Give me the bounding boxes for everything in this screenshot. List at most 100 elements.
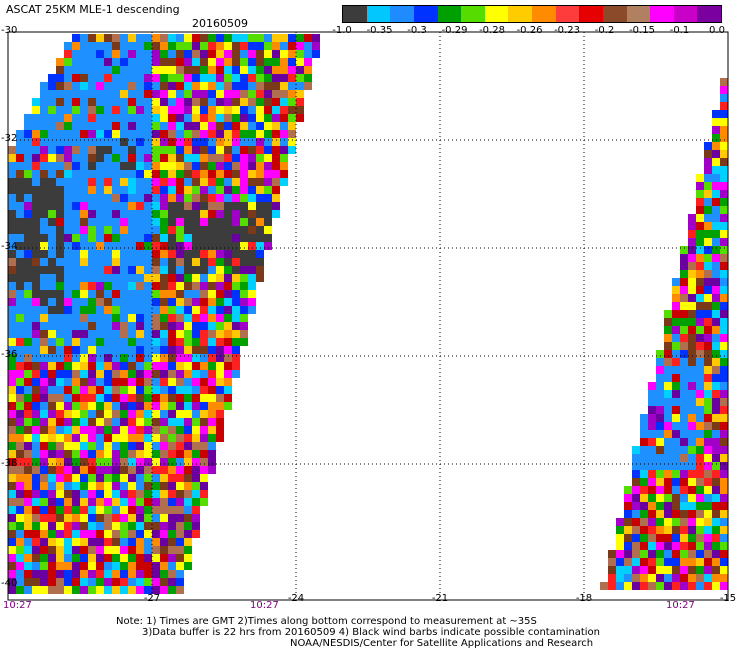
data-cell: [168, 58, 176, 66]
data-cell: [160, 282, 168, 290]
data-cell: [72, 202, 80, 210]
data-cell: [184, 498, 192, 506]
data-cell: [224, 274, 232, 282]
data-cell: [240, 42, 248, 50]
data-cell: [664, 422, 672, 430]
data-cell: [224, 322, 232, 330]
data-cell: [168, 266, 176, 274]
data-cell: [24, 258, 32, 266]
data-cell: [136, 338, 144, 346]
data-cell: [120, 42, 128, 50]
data-cell: [128, 186, 136, 194]
data-cell: [24, 530, 32, 538]
data-cell: [56, 130, 64, 138]
data-cell: [696, 454, 704, 462]
data-cell: [152, 570, 160, 578]
data-cell: [184, 290, 192, 298]
data-cell: [208, 242, 216, 250]
data-cell: [112, 386, 120, 394]
data-cell: [224, 154, 232, 162]
data-cell: [688, 438, 696, 446]
data-cell: [144, 450, 152, 458]
data-cell: [184, 178, 192, 186]
data-cell: [248, 274, 256, 282]
data-cell: [720, 574, 728, 582]
data-cell: [168, 586, 176, 594]
data-cell: [168, 90, 176, 98]
data-cell: [648, 494, 656, 502]
data-cell: [256, 258, 264, 266]
data-cell: [8, 146, 16, 154]
data-cell: [88, 466, 96, 474]
data-cell: [160, 370, 168, 378]
data-cell: [232, 82, 240, 90]
data-cell: [160, 402, 168, 410]
data-cell: [656, 454, 664, 462]
data-cell: [704, 438, 712, 446]
data-cell: [272, 162, 280, 170]
data-cell: [232, 34, 240, 42]
data-cell: [80, 242, 88, 250]
data-cell: [32, 106, 40, 114]
data-cell: [144, 186, 152, 194]
data-cell: [144, 58, 152, 66]
data-cell: [88, 554, 96, 562]
data-cell: [712, 510, 720, 518]
data-cell: [168, 554, 176, 562]
data-cell: [680, 566, 688, 574]
data-cell: [248, 306, 256, 314]
data-cell: [112, 74, 120, 82]
data-cell: [632, 574, 640, 582]
data-cell: [72, 466, 80, 474]
data-cell: [192, 162, 200, 170]
data-cell: [104, 146, 112, 154]
data-cell: [72, 586, 80, 594]
data-cell: [224, 34, 232, 42]
data-cell: [712, 366, 720, 374]
data-cell: [8, 154, 16, 162]
data-cell: [120, 418, 128, 426]
data-cell: [200, 346, 208, 354]
data-cell: [696, 238, 704, 246]
data-cell: [136, 394, 144, 402]
data-cell: [200, 282, 208, 290]
data-cell: [72, 434, 80, 442]
data-cell: [96, 66, 104, 74]
data-cell: [208, 282, 216, 290]
data-cell: [248, 130, 256, 138]
data-cell: [136, 370, 144, 378]
data-cell: [176, 378, 184, 386]
data-cell: [248, 234, 256, 242]
data-cell: [224, 338, 232, 346]
data-cell: [232, 170, 240, 178]
data-cell: [264, 218, 272, 226]
data-cell: [104, 322, 112, 330]
data-cell: [200, 122, 208, 130]
data-cell: [96, 130, 104, 138]
data-cell: [288, 50, 296, 58]
data-cell: [112, 346, 120, 354]
data-cell: [104, 410, 112, 418]
data-cell: [72, 90, 80, 98]
data-cell: [64, 330, 72, 338]
data-cell: [136, 218, 144, 226]
data-cell: [288, 82, 296, 90]
data-cell: [688, 286, 696, 294]
data-cell: [120, 586, 128, 594]
data-cell: [224, 210, 232, 218]
data-cell: [152, 74, 160, 82]
data-cell: [704, 318, 712, 326]
data-cell: [184, 202, 192, 210]
data-cell: [720, 542, 728, 550]
data-cell: [712, 286, 720, 294]
y-label-34: -34: [1, 241, 18, 252]
data-cell: [144, 578, 152, 586]
data-cell: [712, 582, 720, 590]
data-cell: [152, 266, 160, 274]
data-cell: [640, 446, 648, 454]
data-cell: [96, 346, 104, 354]
data-cell: [56, 506, 64, 514]
data-cell: [216, 306, 224, 314]
data-cell: [120, 490, 128, 498]
x-label-24: -24: [287, 593, 305, 604]
